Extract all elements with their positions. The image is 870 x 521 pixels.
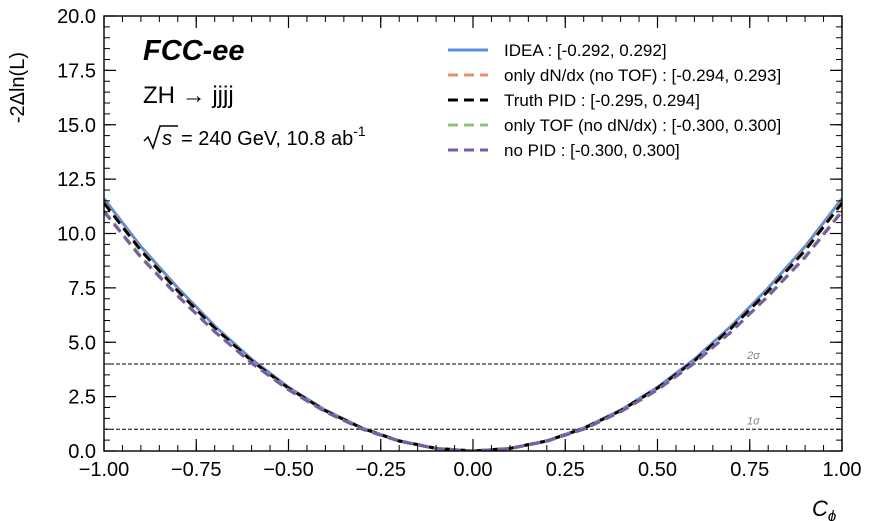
energy-label-exp: -1 xyxy=(353,123,366,139)
series-line xyxy=(104,210,842,451)
x-tick-label: 0.50 xyxy=(638,459,677,481)
legend-label: only TOF (no dN/dx) : [-0.300, 0.300] xyxy=(504,116,781,135)
x-tick-label: 0.00 xyxy=(454,459,493,481)
x-tick-label: −0.50 xyxy=(263,459,314,481)
energy-label: s = 240 GeV, 10.8 ab-1 xyxy=(143,123,366,151)
legend-label: no PID : [-0.300, 0.300] xyxy=(504,141,680,160)
y-tick-label: 17.5 xyxy=(57,60,96,82)
y-tick-label: 0.0 xyxy=(68,441,96,463)
axis-ticks: −1.00 −0.75 −0.50 −0.25 0.00 0.25 0.50 0.75 1.00… xyxy=(57,6,861,481)
process-label: ZH → jjjj xyxy=(143,82,234,109)
y-tick-label: 15.0 xyxy=(57,115,96,137)
y-tick-label: 20.0 xyxy=(57,6,96,28)
x-tick-label: 0.75 xyxy=(730,459,769,481)
reference-line-label: 2σ xyxy=(746,350,760,362)
experiment-label: FCC-ee xyxy=(143,35,245,67)
energy-label-s: s xyxy=(162,128,172,150)
energy-label-prefix: = 240 GeV, 10.8 ab xyxy=(181,128,353,150)
x-tick-label: 1.00 xyxy=(823,459,862,481)
series-line xyxy=(104,202,842,451)
x-tick-label: −0.75 xyxy=(171,459,222,481)
y-tick-label: 2.5 xyxy=(68,387,96,409)
y-tick-label: 12.5 xyxy=(57,169,96,191)
legend-label: Truth PID : [-0.295, 0.294] xyxy=(504,91,700,110)
y-tick-label: 10.0 xyxy=(57,224,96,246)
plot-frame xyxy=(103,15,843,452)
y-tick-label: 7.5 xyxy=(68,278,96,300)
y-axis-label: -2Δln(L) xyxy=(7,52,29,123)
x-tick-label: −0.25 xyxy=(355,459,406,481)
energy-label-text: = 240 GeV, 10.8 ab-1 xyxy=(181,123,366,150)
legend-label: only dN/dx (no TOF) : [-0.294, 0.293] xyxy=(504,66,781,85)
x-tick-label: −1.00 xyxy=(79,459,130,481)
x-tick-label: 0.25 xyxy=(546,459,585,481)
reference-lines: 1σ 2σ xyxy=(104,350,842,430)
series-curves xyxy=(104,197,842,451)
legend: IDEA : [-0.292, 0.292] only dN/dx (no TOF… xyxy=(448,41,781,160)
series-line xyxy=(104,197,842,451)
reference-line-label: 1σ xyxy=(747,415,760,427)
x-axis-label: Cϕ xyxy=(812,496,836,521)
x-axis-label-main: C xyxy=(812,496,828,521)
sqrt-symbol xyxy=(143,125,178,151)
y-tick-label: 5.0 xyxy=(68,332,96,354)
legend-label: IDEA : [-0.292, 0.292] xyxy=(504,41,667,60)
x-axis-label-sub: ϕ xyxy=(828,508,836,521)
